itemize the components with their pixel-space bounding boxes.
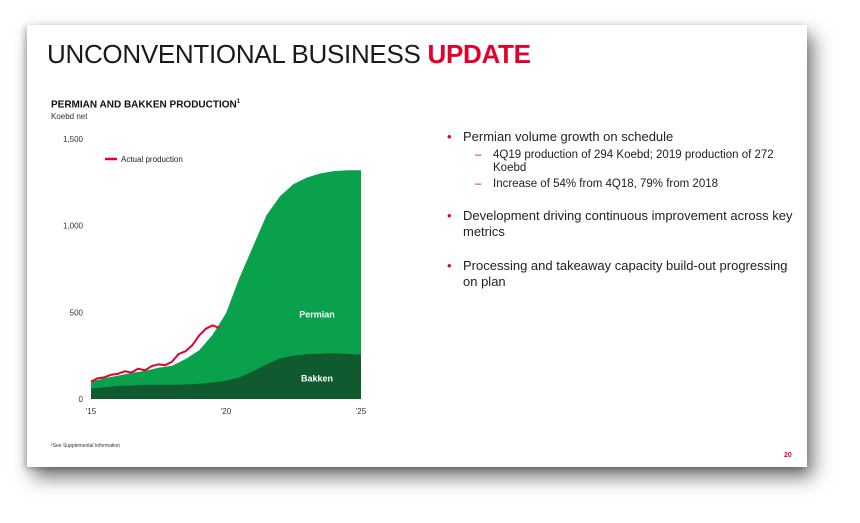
permian-series-label: Permian bbox=[299, 310, 335, 320]
x-tick-label: '25 bbox=[356, 407, 367, 416]
bullet-list: Permian volume growth on schedule 4Q19 pr… bbox=[447, 129, 797, 294]
x-tick-label: '20 bbox=[221, 407, 232, 416]
x-tick-label: '15 bbox=[86, 407, 97, 416]
y-tick-label: 1,000 bbox=[63, 222, 84, 231]
chart-title-footnote-mark: 1 bbox=[236, 99, 241, 105]
permian-area bbox=[91, 170, 361, 399]
footnote: ¹See Supplemental Information bbox=[51, 443, 120, 449]
legend-label-actual-production: Actual production bbox=[121, 155, 183, 164]
bullet-item: Development driving continuous improveme… bbox=[447, 208, 797, 240]
bullet-item: Processing and takeaway capacity build-o… bbox=[447, 258, 797, 290]
y-tick-label: 500 bbox=[70, 308, 84, 317]
production-chart: Permian Bakken Actual production 0 500 1,000 1… bbox=[63, 135, 367, 416]
slide-title: UNCONVENTIONAL BUSINESS UPDATE bbox=[47, 39, 531, 70]
title-main: UNCONVENTIONAL BUSINESS bbox=[47, 39, 428, 69]
bakken-series-label: Bakken bbox=[301, 374, 333, 384]
chart-unit-label: Koebd net bbox=[51, 112, 88, 121]
bakken-area bbox=[91, 353, 361, 399]
title-accent: UPDATE bbox=[427, 39, 531, 69]
chart-title: PERMIAN AND BAKKEN PRODUCTION1 bbox=[51, 99, 240, 110]
actual-production-line bbox=[90, 324, 220, 383]
chart-title-text: PERMIAN AND BAKKEN PRODUCTION bbox=[51, 99, 237, 111]
bullet-item: Permian volume growth on schedule bbox=[447, 129, 797, 145]
y-tick-label: 0 bbox=[79, 395, 84, 404]
sub-bullet-item: 4Q19 production of 294 Koebd; 2019 produ… bbox=[447, 149, 797, 175]
sub-bullet-item: Increase of 54% from 4Q18, 79% from 2018 bbox=[447, 178, 797, 191]
slide: UNCONVENTIONAL BUSINESS UPDATE PERMIAN A… bbox=[27, 25, 807, 467]
y-tick-label: 1,500 bbox=[63, 135, 84, 144]
page-number: 20 bbox=[784, 452, 792, 459]
